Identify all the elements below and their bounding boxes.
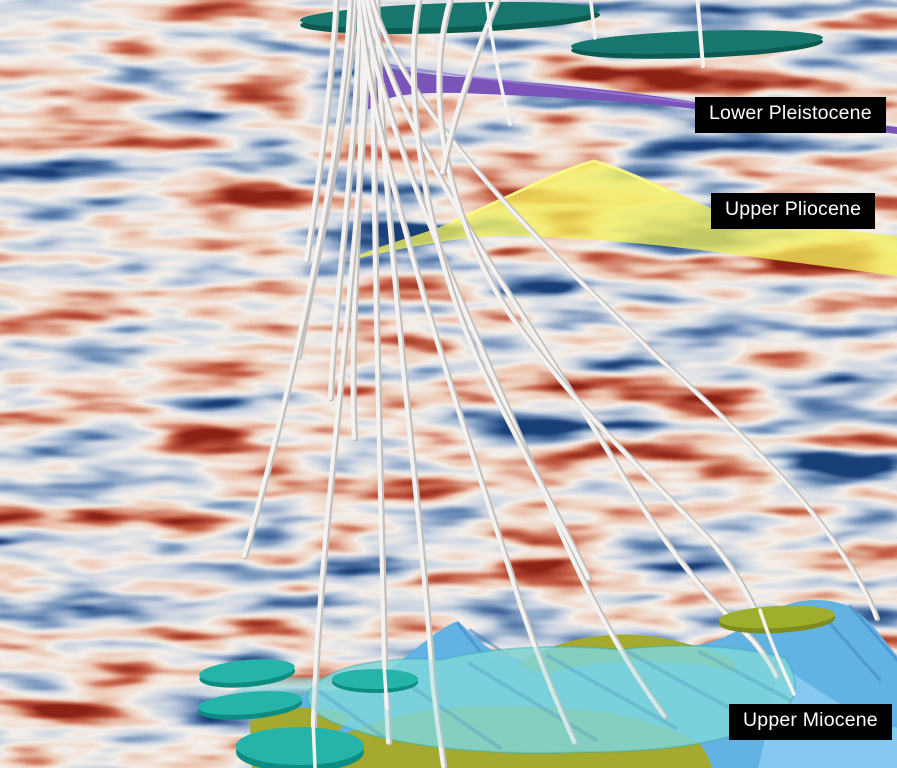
horizon-upper-pliocene-body[interactable]: [344, 161, 897, 276]
well-path[interactable]: [758, 608, 796, 696]
well-path[interactable]: [695, 0, 705, 68]
well-path[interactable]: [588, 0, 597, 40]
well-path[interactable]: [242, 0, 352, 558]
deep-disc-2[interactable]: [197, 688, 303, 724]
horizon-upper-pliocene-surface[interactable]: [344, 159, 897, 276]
label-upper-pliocene: Upper Pliocene: [711, 193, 876, 229]
well-path[interactable]: [410, 0, 590, 580]
well-trajectories[interactable]: [242, 0, 880, 768]
deep-disc-4[interactable]: [332, 669, 418, 693]
reservoir-discs[interactable]: [197, 603, 836, 768]
well-path[interactable]: [440, 0, 500, 174]
top-disc-right[interactable]: [571, 27, 824, 63]
well-stubs[interactable]: [311, 0, 796, 768]
horizon-upper-pliocene-ridge: [451, 159, 669, 224]
deep-disc-1[interactable]: [198, 656, 296, 691]
well-path[interactable]: [328, 0, 362, 400]
well-path[interactable]: [311, 718, 317, 768]
well-path[interactable]: [381, 650, 389, 710]
label-lower-pleistocene: Lower Pleistocene: [695, 97, 886, 133]
label-upper-miocene: Upper Miocene: [729, 704, 892, 740]
well-path[interactable]: [304, 0, 338, 262]
well-path[interactable]: [365, 0, 778, 678]
well-path[interactable]: [436, 0, 760, 620]
well-path[interactable]: [485, 2, 512, 126]
deep-disc-olive[interactable]: [718, 603, 836, 636]
deep-disc-3[interactable]: [236, 727, 364, 768]
